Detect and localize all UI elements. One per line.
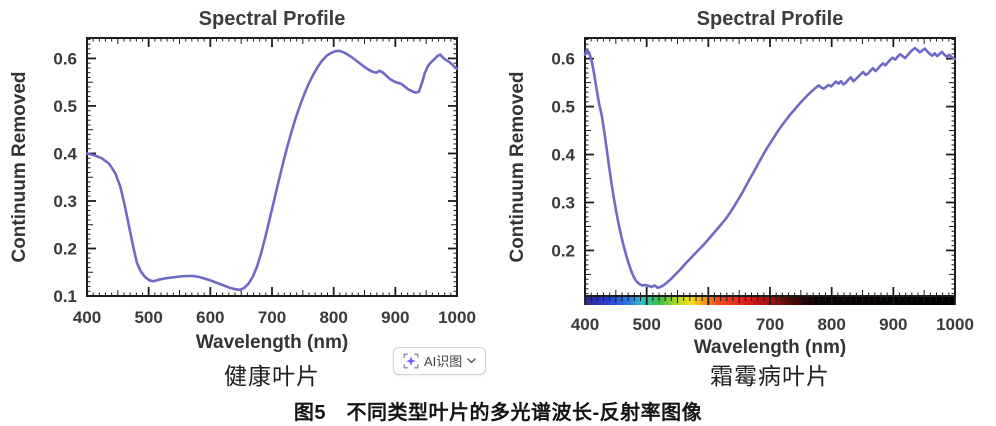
axis-tick-labels: 400 500 600 700 800 900 1000 0.2 0.3 0.4 0.5 0.6 xyxy=(551,50,974,334)
svg-text:0.6: 0.6 xyxy=(551,50,575,69)
svg-text:600: 600 xyxy=(694,315,722,334)
svg-text:900: 900 xyxy=(381,308,409,327)
ai-recognize-button[interactable]: AI识图 xyxy=(393,347,487,375)
svg-text:0.6: 0.6 xyxy=(53,49,77,68)
chart-title: Spectral Profile xyxy=(697,8,844,30)
svg-text:800: 800 xyxy=(319,308,347,327)
caption-healthy-leaf: 健康叶片 xyxy=(224,364,320,390)
spectral-chart-mildew: 400 500 600 700 800 900 1000 0.2 0.3 0.4 0.5 0.6 Spe… xyxy=(507,8,974,358)
axis-ticks xyxy=(86,38,458,297)
y-axis-label: Continuum Removed xyxy=(507,71,528,262)
x-axis-label: Wavelength (nm) xyxy=(196,332,348,353)
x-axis-label: Wavelength (nm) xyxy=(694,337,846,358)
svg-text:500: 500 xyxy=(632,315,660,334)
caption-mildew-leaf: 霜霉病叶片 xyxy=(710,364,830,390)
svg-text:700: 700 xyxy=(756,315,784,334)
svg-text:400: 400 xyxy=(571,315,599,334)
svg-text:0.1: 0.1 xyxy=(53,287,77,306)
svg-text:0.5: 0.5 xyxy=(53,97,77,116)
svg-text:700: 700 xyxy=(258,308,286,327)
plot-border xyxy=(86,37,458,297)
spectral-chart-healthy: 400 500 600 700 800 900 1000 0.1 0.2 0.3 0.4 0.5 0.6… xyxy=(9,8,476,353)
svg-text:500: 500 xyxy=(134,308,162,327)
svg-text:0.4: 0.4 xyxy=(551,146,575,165)
svg-text:0.2: 0.2 xyxy=(551,241,575,260)
svg-text:1000: 1000 xyxy=(936,315,974,334)
y-axis-label: Continuum Removed xyxy=(9,71,30,262)
svg-text:0.4: 0.4 xyxy=(53,144,77,163)
chart-panel-mildew: 400 500 600 700 800 900 1000 0.2 0.3 0.4 0.5 0.6 Spe… xyxy=(498,0,996,358)
chart-panel-healthy: 400 500 600 700 800 900 1000 0.1 0.2 0.3 0.4 0.5 0.6… xyxy=(0,0,498,358)
ai-button-label: AI识图 xyxy=(424,353,463,369)
figure-caption: 图5 不同类型叶片的多光谱波长-反射率图像 xyxy=(293,402,703,424)
svg-text:400: 400 xyxy=(73,308,101,327)
plot-border xyxy=(584,37,956,297)
svg-text:0.3: 0.3 xyxy=(551,193,575,212)
svg-text:0.2: 0.2 xyxy=(53,239,77,258)
scan-sparkle-icon xyxy=(403,353,419,369)
axis-ticks xyxy=(584,38,956,305)
svg-text:800: 800 xyxy=(817,315,845,334)
series-downy-mildew-leaf xyxy=(583,46,957,290)
svg-text:1000: 1000 xyxy=(438,308,476,327)
series-healthy-leaf xyxy=(85,49,459,292)
svg-text:600: 600 xyxy=(196,308,224,327)
svg-text:0.5: 0.5 xyxy=(551,98,575,117)
chevron-down-icon xyxy=(467,358,476,364)
axis-tick-labels: 400 500 600 700 800 900 1000 0.1 0.2 0.3 0.4 0.5 0.6 xyxy=(53,49,476,327)
svg-text:900: 900 xyxy=(879,315,907,334)
svg-text:0.3: 0.3 xyxy=(53,192,77,211)
chart-title: Spectral Profile xyxy=(199,8,346,30)
